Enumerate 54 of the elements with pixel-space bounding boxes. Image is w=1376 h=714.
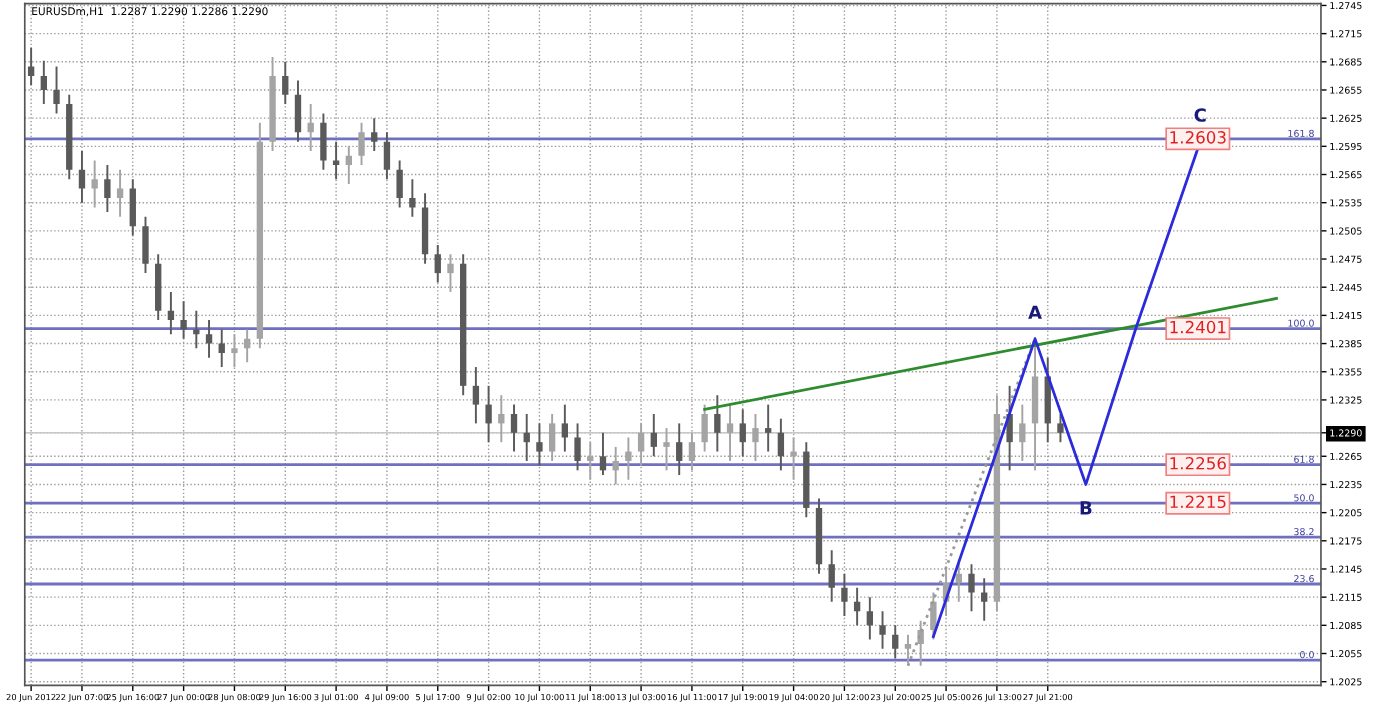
candlestick [371,117,378,152]
candlestick [40,59,48,106]
candlestick [841,572,848,617]
candlestick [777,417,785,472]
candlestick [472,366,480,425]
candlestick [701,403,708,453]
candlestick [981,577,988,622]
candlestick [434,243,441,284]
candlestick [167,290,175,336]
data-label: C [1194,108,1206,122]
candlestick [510,403,518,453]
candlestick [421,192,429,265]
candlestick [104,164,111,214]
candlestick [1006,384,1013,472]
candlestick [828,549,835,603]
candlestick [523,413,530,462]
candlestick [866,596,874,641]
candlestick [129,178,136,237]
candlestick [180,300,187,340]
ref-line-label: 1.2256 [1170,456,1226,470]
candlestick [536,422,543,467]
candlestick [714,394,721,453]
candlestick [205,319,213,359]
candlestick [574,422,581,472]
candlestick [650,413,657,458]
candlestick [892,624,899,660]
candlestick [193,309,200,350]
candlestick [155,253,162,322]
candlestick [1057,413,1064,444]
candlestick [447,253,454,293]
candlestick [53,65,60,115]
data-label: B [1080,501,1092,515]
candlestick [218,328,225,369]
candlestick [320,112,327,171]
candlestick [853,586,861,627]
candlestick [332,140,340,181]
candlestick [409,178,416,218]
candlestick [968,563,975,613]
candlestick [561,403,569,453]
ref-line-label: 1.2401 [1170,320,1226,334]
candlestick [78,150,86,204]
candlestick [383,131,391,181]
candlestick [879,610,886,650]
candlestick [282,60,289,106]
data-label: A [1028,305,1042,319]
candlestick [676,422,683,477]
candlestick [765,403,772,453]
candlestick [142,215,149,275]
candlestick [294,79,302,143]
candlestick [396,159,403,209]
candlestick [599,431,607,477]
ref-line-label: 1.2215 [1170,495,1226,509]
candlestick [739,408,746,458]
candlestick [485,384,492,444]
